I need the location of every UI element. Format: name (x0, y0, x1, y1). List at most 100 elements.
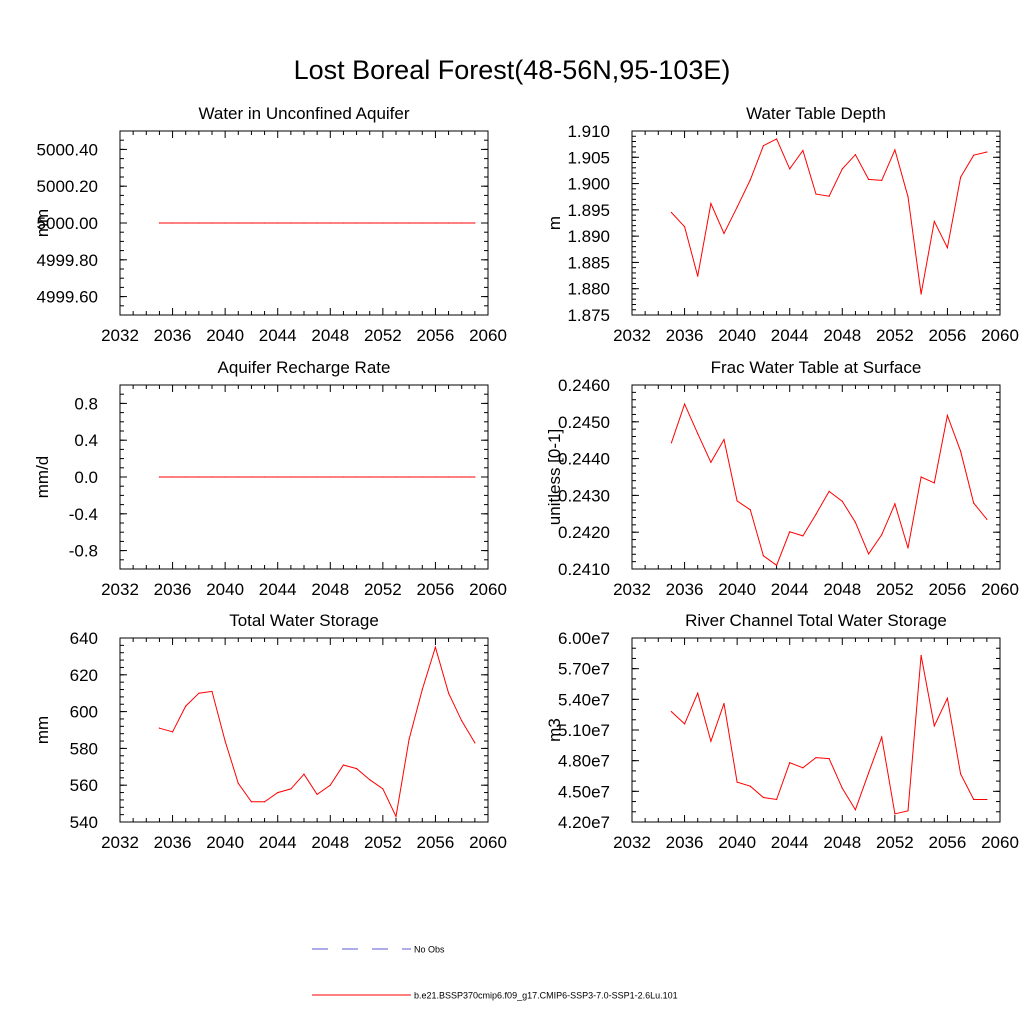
data-point (933, 725, 935, 727)
x-tick-label: 2052 (876, 326, 914, 345)
y-tick-label: 1.895 (567, 201, 610, 220)
y-tick-label: 0.0 (74, 468, 98, 487)
data-point (986, 798, 988, 801)
data-point (907, 810, 909, 812)
y-tick-label: 1.890 (567, 227, 610, 246)
chart-title: Frac Water Table at Surface (711, 358, 922, 377)
x-tick-label: 2040 (718, 326, 756, 345)
data-point (894, 503, 896, 505)
chart-title: Aquifer Recharge Rate (218, 358, 391, 377)
data-point (158, 222, 161, 224)
data-point (434, 646, 437, 648)
x-tick-label: 2044 (771, 833, 809, 852)
y-tick-label: 1.880 (567, 280, 610, 299)
data-point (749, 785, 751, 787)
y-axis-label: mm/d (33, 456, 52, 499)
data-point (474, 222, 476, 224)
y-tick-label: 580 (70, 739, 98, 758)
data-point (355, 222, 358, 224)
y-tick-label: 4999.60 (37, 288, 98, 307)
y-axis-label: mm (33, 716, 52, 744)
data-point (736, 206, 738, 208)
data-point (933, 482, 935, 484)
x-tick-label: 2044 (771, 580, 809, 599)
x-tick-label: 2032 (101, 326, 139, 345)
y-tick-label: 560 (70, 776, 98, 795)
data-point (277, 222, 279, 224)
data-point (959, 773, 962, 775)
data-point (237, 782, 239, 784)
x-tick-label: 2056 (417, 833, 455, 852)
data-point (329, 784, 331, 786)
data-point (447, 692, 450, 694)
chart-title: River Channel Total Water Storage (685, 611, 947, 630)
x-tick-label: 2032 (613, 326, 651, 345)
data-point (329, 222, 331, 224)
data-point (986, 518, 988, 520)
chart-title: Water Table Depth (746, 104, 886, 123)
data-point (198, 692, 200, 694)
y-tick-label: 6.00e7 (558, 629, 610, 648)
data-point (946, 697, 949, 699)
data-point (697, 275, 699, 277)
data-point (775, 564, 778, 566)
data-point (670, 711, 673, 713)
x-tick-label: 2040 (718, 580, 756, 599)
y-tick-label: 0.2460 (558, 376, 610, 395)
data-point (881, 179, 883, 182)
data-point (775, 138, 778, 140)
data-point (250, 476, 253, 478)
chart-title: Water in Unconfined Aquifer (198, 104, 409, 123)
data-point (198, 476, 200, 478)
data-point (933, 220, 935, 223)
y-tick-label: 0.4 (74, 431, 98, 450)
data-point (854, 809, 857, 811)
series-line (159, 645, 476, 819)
data-point (185, 705, 187, 707)
data-point (723, 702, 725, 705)
data-point (959, 450, 962, 452)
x-tick-label: 2032 (613, 833, 651, 852)
y-tick-label: 540 (70, 813, 98, 832)
x-tick-label: 2044 (259, 326, 297, 345)
data-point (946, 247, 949, 249)
data-point (316, 793, 318, 796)
data-point (382, 788, 384, 790)
data-point (198, 222, 200, 224)
data-point (867, 772, 870, 774)
data-point (841, 168, 843, 170)
data-point (237, 222, 239, 224)
x-tick-label: 2056 (929, 326, 967, 345)
y-tick-label: -0.4 (69, 505, 98, 524)
data-point (185, 476, 187, 478)
data-point (723, 232, 725, 235)
data-point (224, 222, 226, 224)
x-tick-label: 2056 (929, 580, 967, 599)
data-point (828, 195, 830, 197)
data-point (342, 222, 345, 224)
data-point (815, 193, 817, 195)
data-point (158, 476, 161, 478)
y-axis-label: m (545, 216, 564, 230)
data-point (749, 179, 751, 181)
data-point (762, 555, 765, 557)
y-tick-label: 5.10e7 (558, 721, 610, 740)
data-point (670, 211, 673, 214)
y-tick-label: 1.885 (567, 253, 610, 272)
data-point (841, 500, 843, 502)
data-point (224, 740, 226, 742)
x-tick-label: 2036 (154, 326, 192, 345)
data-point (369, 476, 371, 478)
x-tick-label: 2060 (469, 326, 507, 345)
y-tick-label: 0.2420 (558, 523, 610, 542)
y-tick-label: 0.2430 (558, 486, 610, 505)
data-point (867, 178, 870, 180)
data-point (408, 222, 410, 224)
data-point (710, 461, 712, 463)
data-point (395, 476, 397, 478)
x-tick-label: 2060 (981, 580, 1019, 599)
x-tick-label: 2044 (259, 833, 297, 852)
data-point (683, 226, 686, 228)
data-point (408, 476, 410, 478)
